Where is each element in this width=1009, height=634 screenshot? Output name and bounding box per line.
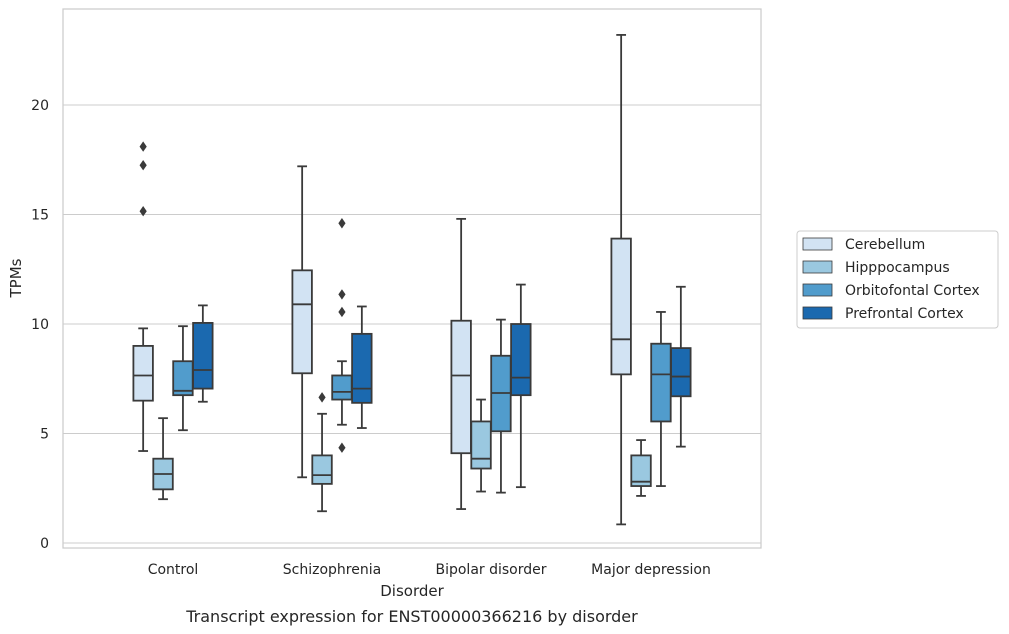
box-hipppocampus	[311, 392, 333, 513]
legend-swatch	[802, 260, 833, 274]
box-orbitofontal-cortex	[331, 218, 353, 453]
y-tick-label: 15	[31, 208, 49, 224]
box-hipppocampus	[152, 417, 174, 501]
legend-swatch	[802, 237, 833, 251]
y-axis-label: TPMs	[7, 258, 25, 298]
box-iqr	[132, 344, 154, 402]
box-cerebellum	[291, 165, 313, 479]
box-cerebellum	[610, 34, 632, 526]
box-iqr	[311, 454, 333, 485]
box-prefrontal-cortex	[351, 305, 373, 429]
legend-label: Cerebellum	[845, 237, 925, 253]
outlier-point	[139, 206, 147, 217]
x-tick-label: Major depression	[591, 562, 711, 578]
chart-caption: Transcript expression for ENST0000036621…	[185, 607, 638, 626]
legend-swatch	[802, 306, 833, 320]
box-plot-series	[132, 34, 692, 526]
outlier-point	[139, 141, 147, 152]
box-iqr	[650, 342, 672, 423]
y-grid-lines	[63, 104, 761, 544]
box-prefrontal-cortex	[670, 285, 692, 448]
y-tick-label: 0	[40, 536, 49, 552]
box-hipppocampus	[630, 439, 652, 497]
box-prefrontal-cortex	[192, 304, 214, 403]
y-tick-label: 20	[31, 98, 49, 114]
outlier-point	[338, 218, 346, 229]
box-orbitofontal-cortex	[490, 318, 512, 494]
x-tick-label: Bipolar disorder	[435, 562, 546, 578]
outlier-point	[338, 442, 346, 453]
outlier-point	[318, 392, 326, 403]
box-orbitofontal-cortex	[172, 325, 194, 432]
legend-label: Prefrontal Cortex	[845, 306, 964, 322]
outlier-point	[338, 306, 346, 318]
x-tick-label: Schizophrenia	[283, 562, 381, 578]
box-orbitofontal-cortex	[650, 311, 672, 487]
x-tick-labels: Control Schizophrenia Bipolar disorder Majo…	[148, 562, 711, 578]
box-iqr	[610, 237, 632, 376]
box-cerebellum	[450, 217, 472, 510]
box-iqr	[450, 319, 472, 455]
box-prefrontal-cortex	[510, 283, 532, 489]
box-iqr	[351, 332, 373, 404]
box-iqr	[291, 269, 313, 375]
box-hipppocampus	[470, 398, 492, 493]
plot-frame	[62, 8, 762, 549]
legend-swatch	[802, 283, 833, 297]
box-cerebellum	[132, 141, 154, 452]
box-iqr	[670, 347, 692, 398]
outlier-point	[139, 160, 147, 171]
x-axis-label: Disorder	[380, 582, 444, 600]
box-iqr	[630, 454, 652, 487]
box-iqr	[192, 322, 214, 390]
legend: Cerebellum Hipppocampus Orbitofontal Corte…	[796, 230, 999, 329]
legend-label: Hipppocampus	[845, 260, 950, 276]
box-iqr	[510, 323, 532, 397]
legend-frame	[796, 230, 999, 329]
y-tick-label: 5	[40, 427, 49, 443]
legend-label: Orbitofontal Cortex	[845, 283, 980, 299]
y-tick-labels: 0 5 10 15 20	[31, 98, 49, 552]
box-iqr	[470, 420, 492, 470]
outlier-point	[338, 289, 346, 300]
x-tick-label: Control	[148, 562, 199, 578]
box-iqr	[331, 374, 353, 401]
y-tick-label: 10	[31, 317, 49, 333]
